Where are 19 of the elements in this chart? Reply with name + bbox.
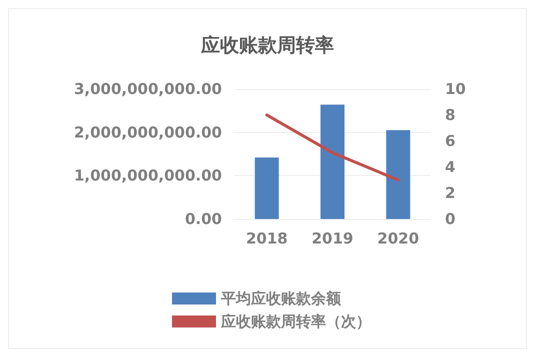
legend-label: 应收账款周转率（次） <box>220 312 371 330</box>
y2-tick-label: 10 <box>445 80 466 98</box>
chart-title: 应收账款周转率 <box>200 34 334 56</box>
y-tick-label: 0.00 <box>184 210 222 228</box>
y2-tick-label: 0 <box>445 210 456 228</box>
x-tick-label: 2020 <box>377 230 420 248</box>
bar <box>254 157 279 219</box>
y2-tick-label: 2 <box>445 184 456 202</box>
y2-tick-label: 6 <box>445 132 456 150</box>
y2-tick-label: 4 <box>445 158 456 176</box>
y-tick-label: 2,000,000,000.00 <box>74 123 222 142</box>
y-tick-label: 1,000,000,000.00 <box>74 166 222 185</box>
y2-tick-label: 8 <box>445 106 456 124</box>
bar <box>320 104 344 219</box>
y-tick-label: 3,000,000,000.00 <box>74 80 222 98</box>
legend-label: 平均应收账款余额 <box>220 290 342 308</box>
x-tick-label: 2018 <box>246 230 288 248</box>
bar <box>386 130 410 219</box>
x-tick-label: 2019 <box>312 230 354 248</box>
